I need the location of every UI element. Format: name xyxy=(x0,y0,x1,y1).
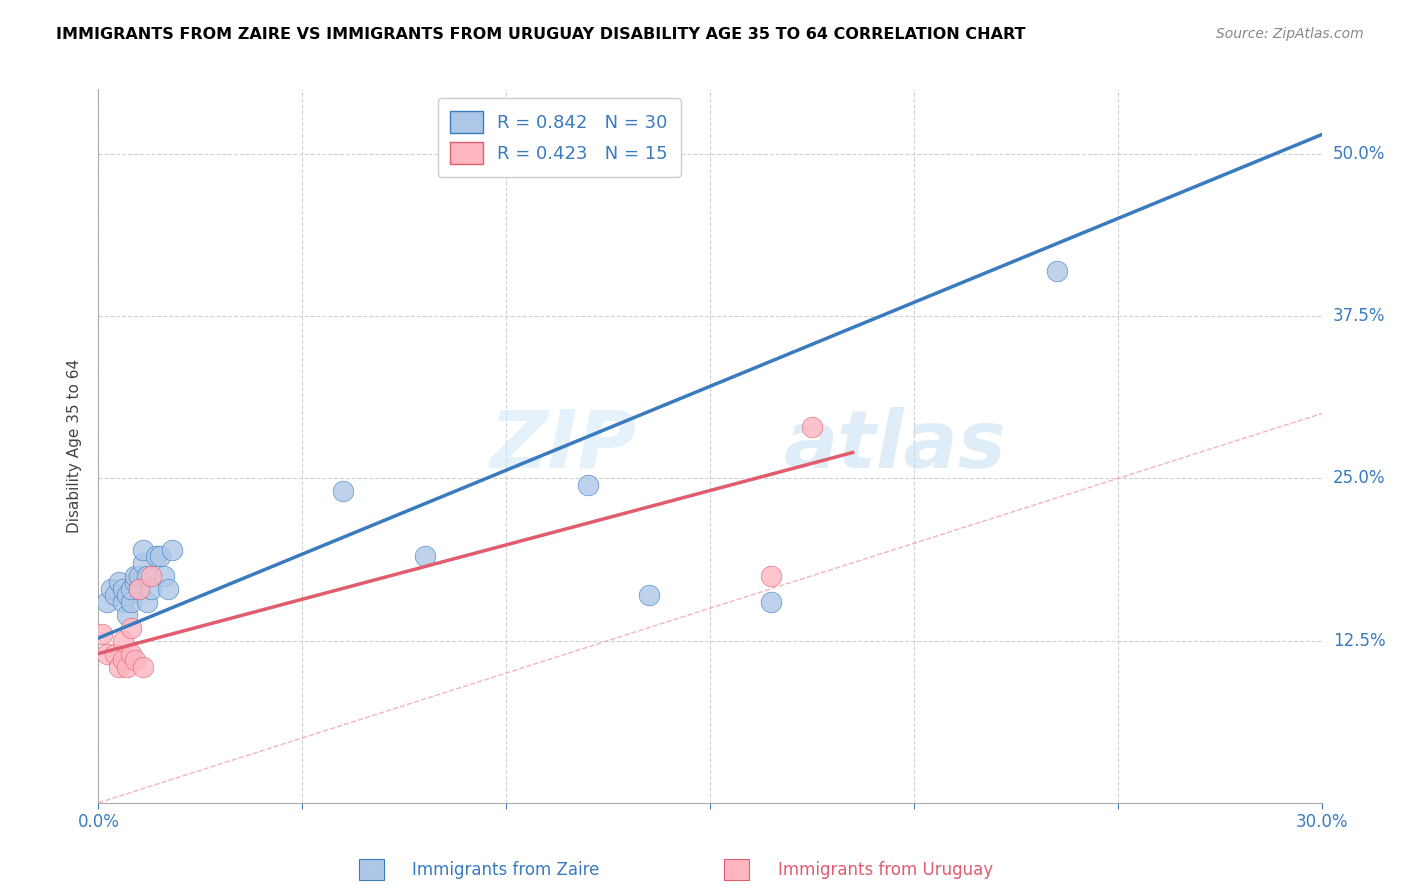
Point xyxy=(111,653,134,667)
Point xyxy=(111,582,134,596)
Point xyxy=(145,549,167,564)
Point xyxy=(132,556,155,570)
Point xyxy=(104,647,127,661)
Point xyxy=(132,659,155,673)
Point xyxy=(128,582,150,596)
Point xyxy=(141,582,163,596)
Legend: R = 0.842   N = 30, R = 0.423   N = 15: R = 0.842 N = 30, R = 0.423 N = 15 xyxy=(437,98,681,177)
Point xyxy=(128,582,150,596)
Text: Immigrants from Zaire: Immigrants from Zaire xyxy=(412,861,600,879)
Point xyxy=(115,588,138,602)
Point xyxy=(156,582,179,596)
Point xyxy=(91,627,114,641)
Point xyxy=(132,542,155,557)
Point xyxy=(124,568,146,582)
Point xyxy=(108,659,131,673)
Point xyxy=(332,484,354,499)
Point xyxy=(108,575,131,590)
Point xyxy=(149,549,172,564)
Text: Immigrants from Uruguay: Immigrants from Uruguay xyxy=(778,861,994,879)
Text: ZIP: ZIP xyxy=(489,407,637,485)
Text: atlas: atlas xyxy=(783,407,1007,485)
Point xyxy=(96,647,118,661)
Point xyxy=(801,419,824,434)
Point xyxy=(761,568,783,582)
Point xyxy=(111,595,134,609)
Point xyxy=(141,568,163,582)
Text: Source: ZipAtlas.com: Source: ZipAtlas.com xyxy=(1216,27,1364,41)
Point xyxy=(120,621,142,635)
Point xyxy=(761,595,783,609)
Point xyxy=(120,582,142,596)
Text: 50.0%: 50.0% xyxy=(1333,145,1385,163)
Point xyxy=(576,478,599,492)
Point xyxy=(115,607,138,622)
Point xyxy=(160,542,183,557)
Point xyxy=(136,595,159,609)
Point xyxy=(111,633,134,648)
Point xyxy=(124,575,146,590)
Point xyxy=(96,595,118,609)
Text: 37.5%: 37.5% xyxy=(1333,307,1385,326)
Point xyxy=(136,568,159,582)
Point xyxy=(152,568,174,582)
Point xyxy=(100,582,122,596)
Text: 25.0%: 25.0% xyxy=(1333,469,1385,487)
Point xyxy=(115,659,138,673)
Point xyxy=(120,595,142,609)
Text: IMMIGRANTS FROM ZAIRE VS IMMIGRANTS FROM URUGUAY DISABILITY AGE 35 TO 64 CORRELA: IMMIGRANTS FROM ZAIRE VS IMMIGRANTS FROM… xyxy=(56,27,1026,42)
Point xyxy=(104,588,127,602)
Point xyxy=(413,549,436,564)
Point xyxy=(120,647,142,661)
Point xyxy=(637,588,661,602)
Text: 12.5%: 12.5% xyxy=(1333,632,1385,649)
Y-axis label: Disability Age 35 to 64: Disability Age 35 to 64 xyxy=(67,359,83,533)
Point xyxy=(128,568,150,582)
Point xyxy=(124,653,146,667)
Point xyxy=(1045,264,1069,278)
